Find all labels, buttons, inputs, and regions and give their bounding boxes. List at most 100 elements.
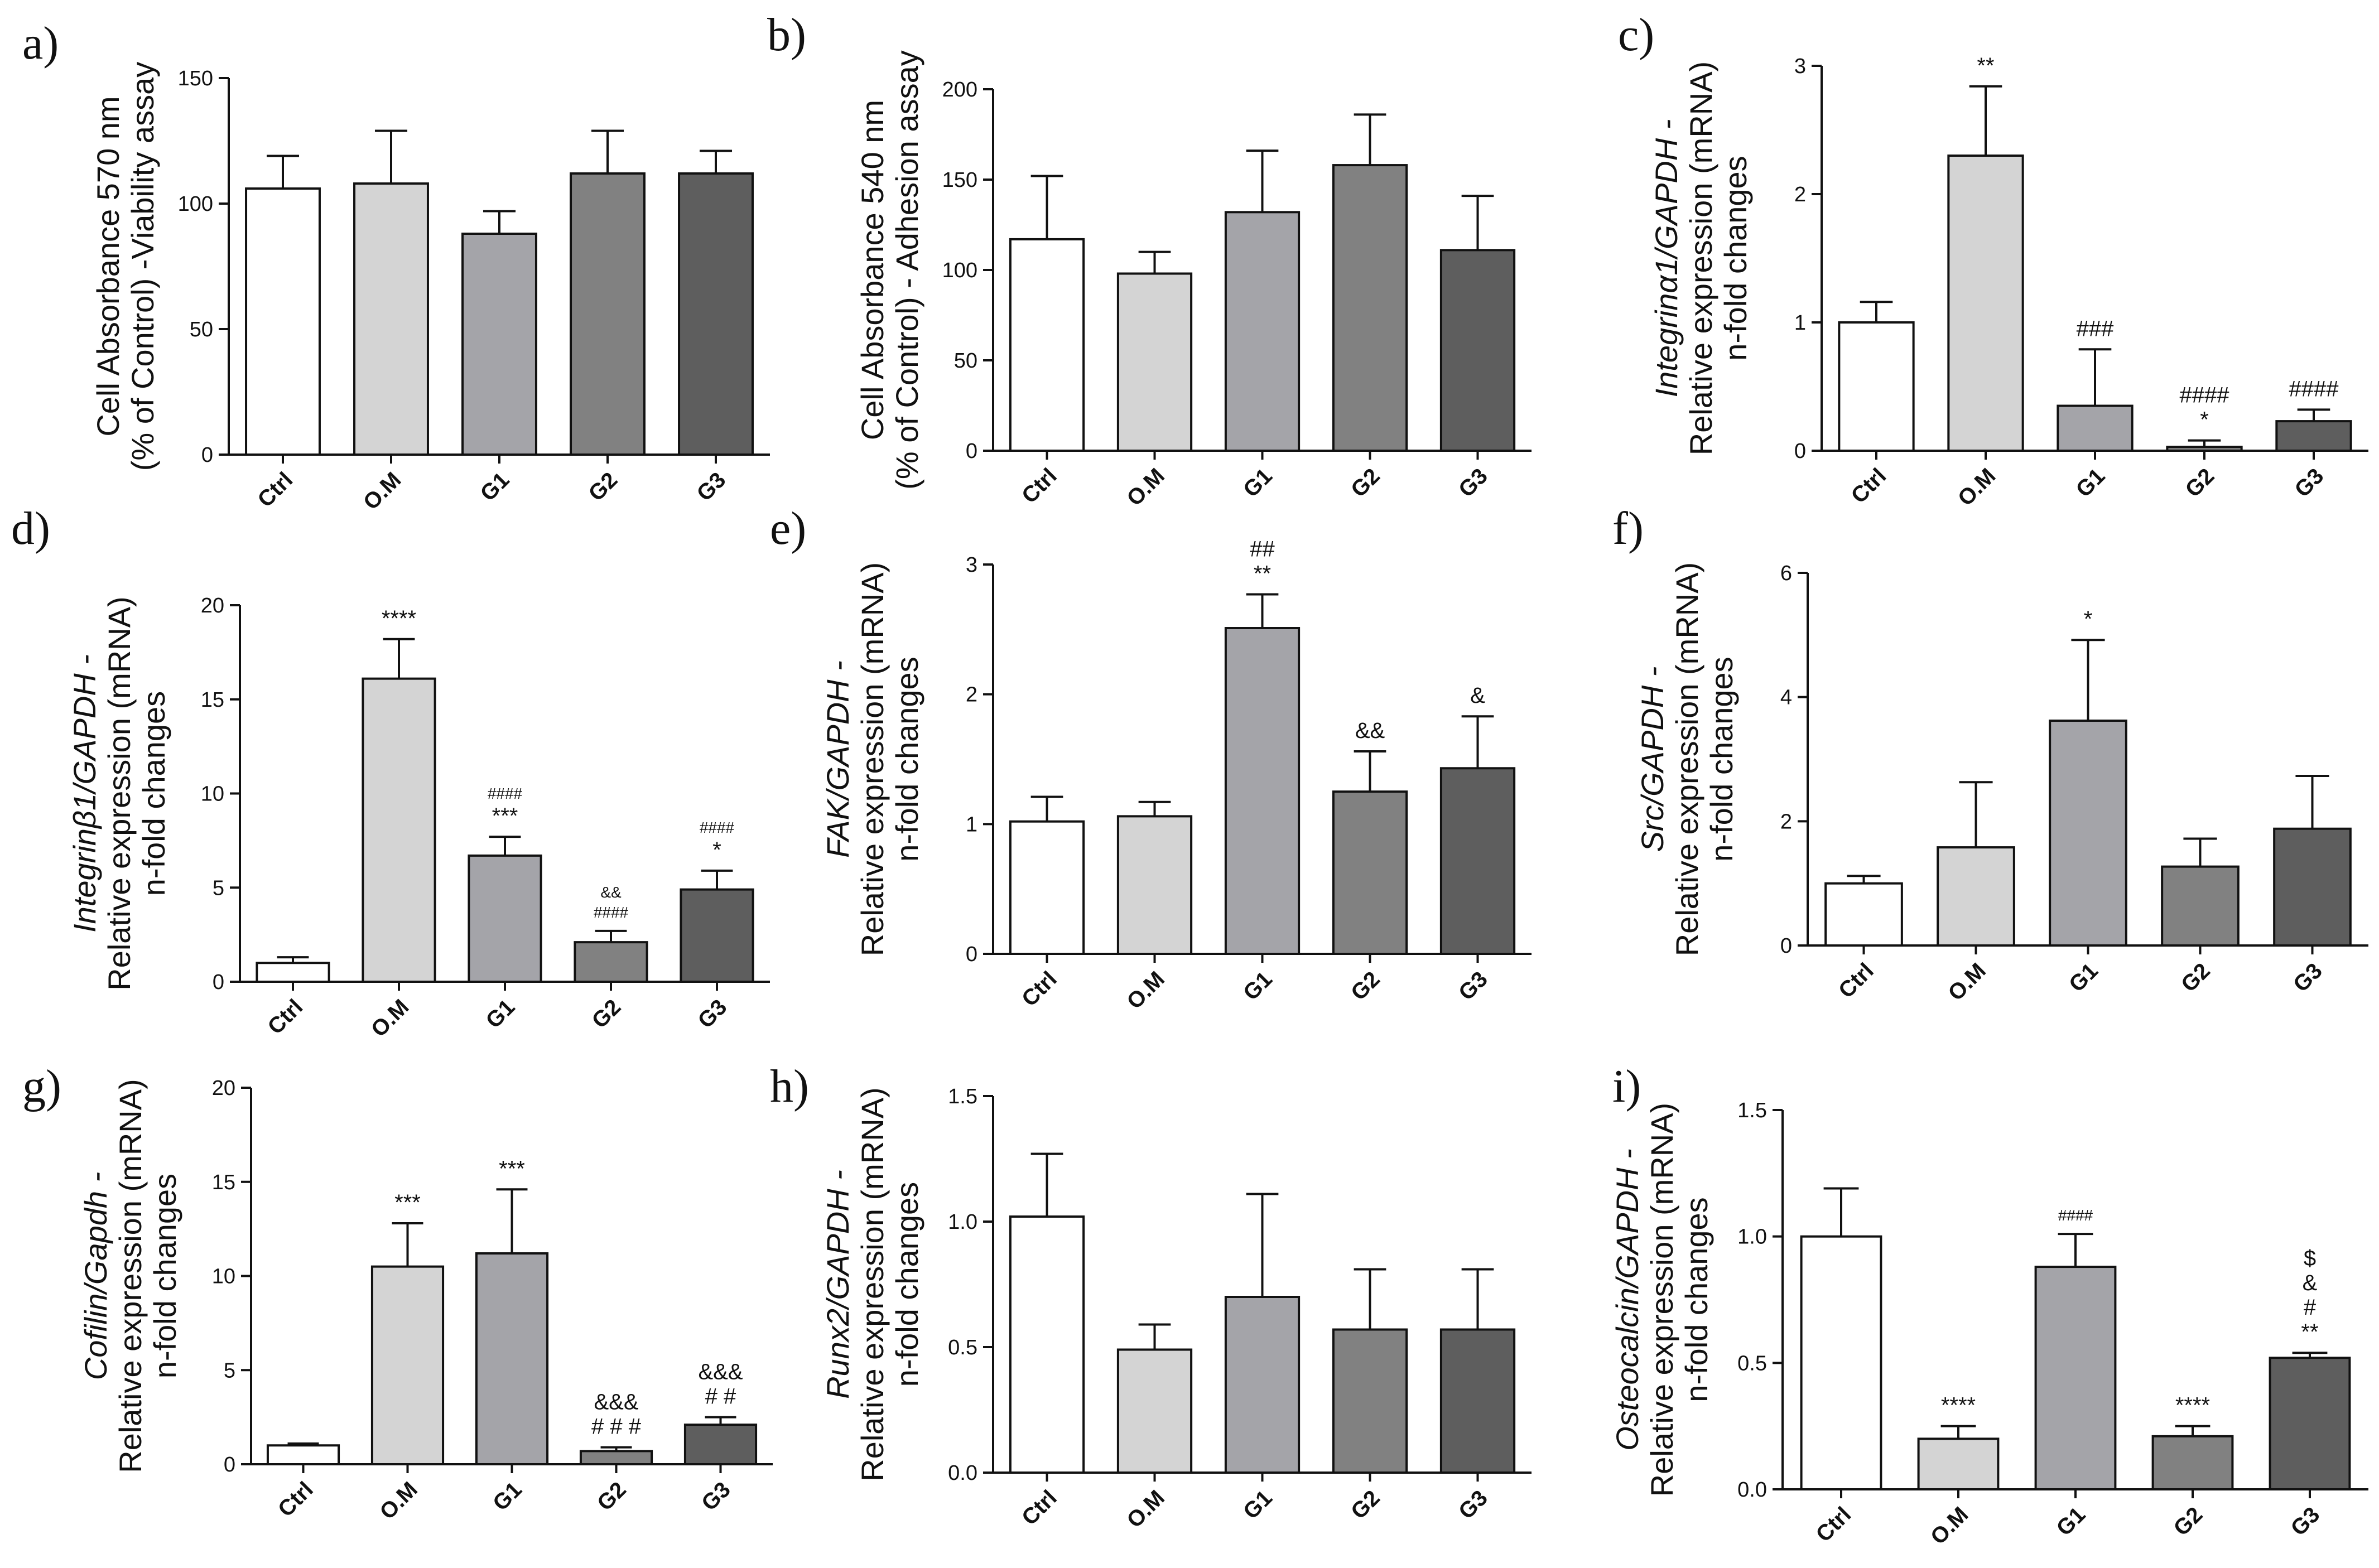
y-axis-label: Integrinα1/GAPDH -Relative expression (m… [1649, 61, 1753, 455]
y-tick-label: 6 [1780, 562, 1792, 585]
significance-mark: &&& [698, 1360, 743, 1384]
x-tick-label: Ctrl [273, 1477, 318, 1522]
significance-mark: ### [2077, 316, 2114, 341]
x-tick-label: G1 [476, 467, 514, 506]
significance-mark: **** [2175, 1393, 2210, 1418]
x-tick-label: G2 [1346, 1485, 1385, 1524]
y-tick-label: 150 [942, 168, 977, 192]
significance-mark: **** [1941, 1393, 1976, 1418]
x-tick-label: G2 [2181, 464, 2219, 502]
y-tick-label: 0 [1794, 440, 1806, 463]
y-axis-label-line: (% of Control) - Adhesion assay [889, 50, 924, 489]
bar-g3 [1439, 249, 1516, 452]
bar-g2 [570, 172, 646, 456]
x-tick-label: G2 [1346, 464, 1385, 502]
significance-mark: **** [382, 606, 416, 631]
x-tick-label: G3 [2289, 958, 2327, 997]
significance-mark: *** [394, 1190, 421, 1215]
x-tick-label: O.M [359, 467, 406, 515]
bar-g3 [2275, 420, 2352, 452]
x-tick-label: G1 [1239, 967, 1277, 1005]
chart-panel-5: f) 0 2 4 6 Src/GAPDH -Relative expression (mR… [1612, 503, 2368, 1006]
bar-g3 [1439, 767, 1516, 955]
x-tick-label: Ctrl [1017, 967, 1062, 1011]
x-tick-label: G3 [694, 995, 732, 1033]
y-axis-label-line: Relative expression (mRNA) [855, 1087, 890, 1481]
bar-g1 [2049, 719, 2127, 947]
x-tick-label: G2 [584, 467, 623, 506]
x-tick-label: G3 [692, 467, 731, 506]
y-tick-label: 20 [201, 594, 224, 617]
y-axis-label-line: FAK/GAPDH - [820, 660, 855, 858]
panel-letter: b) [767, 9, 806, 61]
panel-letter: a) [22, 17, 59, 69]
bar-om [1116, 272, 1193, 452]
y-axis-label: Cell Absorbance 540 nm(% of Control) - A… [855, 50, 924, 489]
significance-mark: #### [2058, 1207, 2093, 1224]
significance-mark: ** [1254, 562, 1271, 586]
bar-om [1947, 155, 2024, 452]
bar-g3 [2273, 827, 2352, 947]
bar-ctrl [1800, 1235, 1882, 1491]
x-tick-label: Ctrl [1847, 464, 1891, 508]
y-tick-label: 0.0 [1737, 1478, 1767, 1502]
y-axis-label: Cell Absorbance 570 nm(% of Control) -Vi… [90, 62, 160, 471]
y-tick-label: 0 [966, 943, 977, 966]
significance-mark: ** [1977, 54, 1994, 78]
chart-panel-8: i) 0.0 0.5 1.0 1.5 Osteocalcin/GAPDH -Relativ… [1610, 1060, 2368, 1550]
significance-mark: ** [2301, 1320, 2318, 1344]
bar-g1 [2034, 1266, 2117, 1490]
significance-mark: #### [2289, 377, 2339, 401]
y-tick-label: 0.5 [1737, 1352, 1767, 1375]
y-axis-label-line: n-fold changes [147, 1174, 182, 1378]
chart-panel-2: c) 0 1 2 3 Integrinα1/GAPDH -Relative express… [1618, 9, 2368, 511]
y-tick-label: 1.5 [948, 1085, 977, 1108]
y-tick-label: 10 [212, 1265, 235, 1289]
y-axis-label: Cofilin/Gapdh -Relative expression (mRNA… [78, 1079, 182, 1473]
panel-letter: f) [1612, 503, 1644, 554]
y-tick-label: 0 [224, 1453, 235, 1477]
significance-mark: *** [492, 804, 518, 828]
y-axis-label: Osteocalcin/GAPDH -Relative expression (… [1610, 1103, 1714, 1497]
significance-mark: * [2200, 408, 2209, 432]
y-axis-label-line: Cell Absorbance 540 nm [855, 100, 890, 440]
bar-ctrl [1824, 882, 1903, 947]
x-tick-label: G1 [1239, 464, 1277, 502]
bar-g1 [2057, 404, 2134, 452]
panel-letter: d) [11, 503, 50, 554]
x-tick-label: Ctrl [253, 467, 298, 512]
panel-letter: e) [770, 503, 806, 554]
y-axis-label-line: n-fold changes [889, 657, 924, 861]
x-tick-label: G3 [1454, 464, 1492, 502]
chart-panel-1: b) 0 50 100 150 200 Cell Absorbance 540 nm(% o… [767, 9, 1532, 511]
y-tick-label: 10 [201, 783, 224, 806]
y-axis-label-line: Osteocalcin/GAPDH - [1610, 1149, 1645, 1451]
x-tick-label: O.M [1122, 967, 1169, 1014]
significance-mark: & [2303, 1271, 2318, 1295]
y-axis-label-line: Relative expression (mRNA) [1644, 1103, 1679, 1497]
chart-panel-7: h) 0.0 0.5 1.0 1.5 Runx2/GAPDH -Relative expr… [770, 1060, 1532, 1533]
x-tick-label: G2 [587, 995, 626, 1033]
y-tick-label: 50 [954, 349, 977, 373]
y-tick-label: 100 [942, 259, 977, 282]
chart-panel-4: e) 0 1 2 3 FAK/GAPDH -Relative expression (mR… [770, 503, 1532, 1014]
bar-g1 [461, 233, 537, 456]
bar-om [370, 1265, 445, 1465]
y-axis-label-line: Relative expression (mRNA) [113, 1079, 148, 1473]
y-tick-label: 0.5 [948, 1336, 977, 1359]
bar-ctrl [1838, 321, 1915, 452]
y-tick-label: 0 [966, 440, 977, 463]
x-tick-label: G2 [2176, 958, 2215, 997]
bar-g2 [2161, 865, 2240, 947]
x-tick-label: O.M [1122, 464, 1169, 511]
significance-mark: & [1470, 683, 1485, 708]
y-axis-label-line: Integrinβ1/GAPDH - [67, 654, 102, 933]
bar-g3 [680, 888, 754, 983]
x-tick-label: O.M [375, 1477, 422, 1524]
y-axis-label-line: n-fold changes [889, 1182, 924, 1387]
bar-g1 [1224, 1296, 1301, 1474]
x-tick-label: G1 [481, 995, 520, 1033]
x-tick-label: G1 [1239, 1485, 1277, 1524]
bar-g2 [1332, 164, 1408, 452]
